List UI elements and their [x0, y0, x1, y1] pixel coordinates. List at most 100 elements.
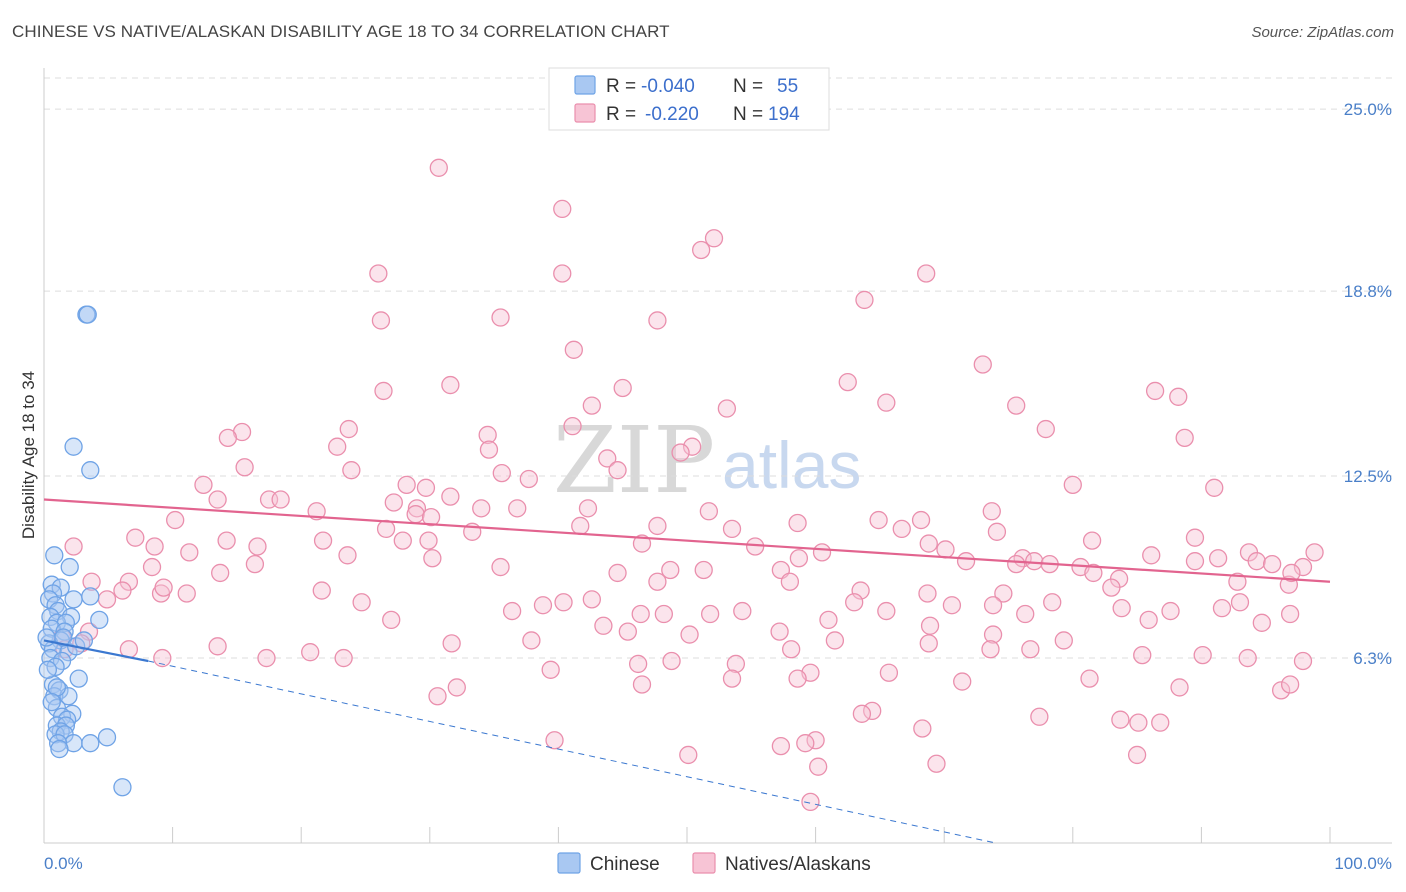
- data-point: [782, 640, 801, 659]
- data-point: [177, 584, 196, 603]
- data-point: [429, 158, 448, 177]
- legend-n-label-1: N =: [733, 76, 763, 97]
- y-tick-label: 12.5%: [1344, 467, 1392, 486]
- data-point: [563, 416, 582, 436]
- data-point: [1161, 601, 1180, 621]
- data-point: [608, 461, 627, 480]
- data-point: [519, 469, 538, 489]
- data-point: [217, 531, 236, 550]
- data-point: [218, 428, 238, 448]
- data-point: [1212, 599, 1232, 618]
- data-point: [671, 443, 690, 462]
- legend-n-value-1: 55: [777, 76, 798, 97]
- data-point: [553, 264, 572, 283]
- data-point: [126, 528, 145, 547]
- data-point: [699, 502, 719, 521]
- data-point: [166, 510, 185, 530]
- data-point: [384, 493, 403, 512]
- data-point: [52, 707, 72, 726]
- data-point: [334, 648, 353, 668]
- data-point: [994, 584, 1013, 603]
- data-point: [271, 490, 290, 509]
- legend-box: [548, 67, 830, 131]
- data-point: [419, 531, 438, 550]
- data-point: [680, 625, 699, 644]
- data-point: [632, 675, 652, 694]
- data-point: [863, 701, 882, 721]
- data-point: [983, 596, 1003, 615]
- y-tick-labels: 6.3% 12.5% 18.8% 25.0%: [1344, 100, 1392, 668]
- bottom-legend-natives: Natives/Alaskans: [725, 854, 871, 875]
- x-tick-label-min: 0.0%: [44, 854, 83, 873]
- data-point: [55, 622, 74, 641]
- data-point: [97, 728, 117, 747]
- data-point: [1271, 681, 1291, 700]
- data-point: [447, 678, 466, 697]
- data-point: [631, 604, 650, 624]
- data-point: [81, 461, 100, 480]
- data-point: [479, 440, 499, 459]
- data-point: [1252, 613, 1271, 632]
- data-point: [1007, 396, 1026, 415]
- data-point: [852, 704, 872, 723]
- data-point: [441, 375, 460, 395]
- data-point: [918, 584, 937, 603]
- data-point: [632, 534, 652, 553]
- data-point: [541, 660, 560, 679]
- data-point: [1025, 552, 1044, 571]
- data-point: [328, 437, 347, 456]
- data-point: [421, 507, 441, 527]
- data-point: [648, 572, 667, 591]
- data-point: [1030, 707, 1049, 726]
- data-point: [682, 437, 702, 456]
- data-point: [1139, 610, 1158, 630]
- data-point: [423, 549, 442, 568]
- data-point: [257, 648, 276, 668]
- data-point: [441, 487, 460, 506]
- data-point: [1063, 475, 1082, 495]
- data-point: [522, 631, 541, 650]
- data-point: [1185, 528, 1205, 547]
- x-ticks: [172, 827, 1331, 843]
- data-point: [1142, 546, 1161, 565]
- chart-title: CHINESE VS NATIVE/ALASKAN DISABILITY AGE…: [12, 22, 670, 41]
- data-point: [578, 499, 598, 518]
- data-point: [208, 637, 227, 656]
- data-point: [746, 537, 765, 556]
- data-point: [1151, 713, 1170, 732]
- data-point: [69, 669, 88, 688]
- data-point: [478, 425, 497, 445]
- data-point: [339, 419, 358, 439]
- data-point: [704, 229, 724, 248]
- data-point: [97, 590, 117, 609]
- data-point: [545, 731, 564, 750]
- data-point: [1228, 572, 1247, 591]
- data-point: [60, 557, 79, 577]
- data-point: [812, 543, 832, 562]
- legend: R = -0.040 N = 55 R = -0.220 N = 194: [548, 67, 830, 131]
- data-point: [717, 399, 737, 418]
- data-point: [788, 513, 807, 533]
- data-point: [1080, 669, 1099, 688]
- data-point: [1133, 645, 1152, 665]
- data-point: [1043, 593, 1062, 612]
- data-point: [564, 340, 583, 359]
- data-point: [376, 519, 396, 539]
- data-point: [809, 757, 828, 776]
- data-point: [789, 549, 809, 568]
- legend-r-label-2: R =: [606, 104, 636, 125]
- data-point: [661, 560, 680, 580]
- data-point: [819, 610, 838, 630]
- data-point: [1169, 387, 1188, 406]
- data-point: [879, 663, 899, 682]
- data-point: [338, 546, 357, 565]
- data-point: [594, 616, 613, 635]
- data-point: [1082, 531, 1102, 550]
- data-point: [397, 475, 416, 495]
- data-point: [845, 593, 864, 612]
- legend-n-label-2: N =: [733, 104, 763, 125]
- data-point: [1127, 745, 1147, 765]
- watermark-atlas: atlas: [722, 428, 861, 502]
- chinese-series: [37, 305, 132, 797]
- natives-series: [52, 158, 1324, 812]
